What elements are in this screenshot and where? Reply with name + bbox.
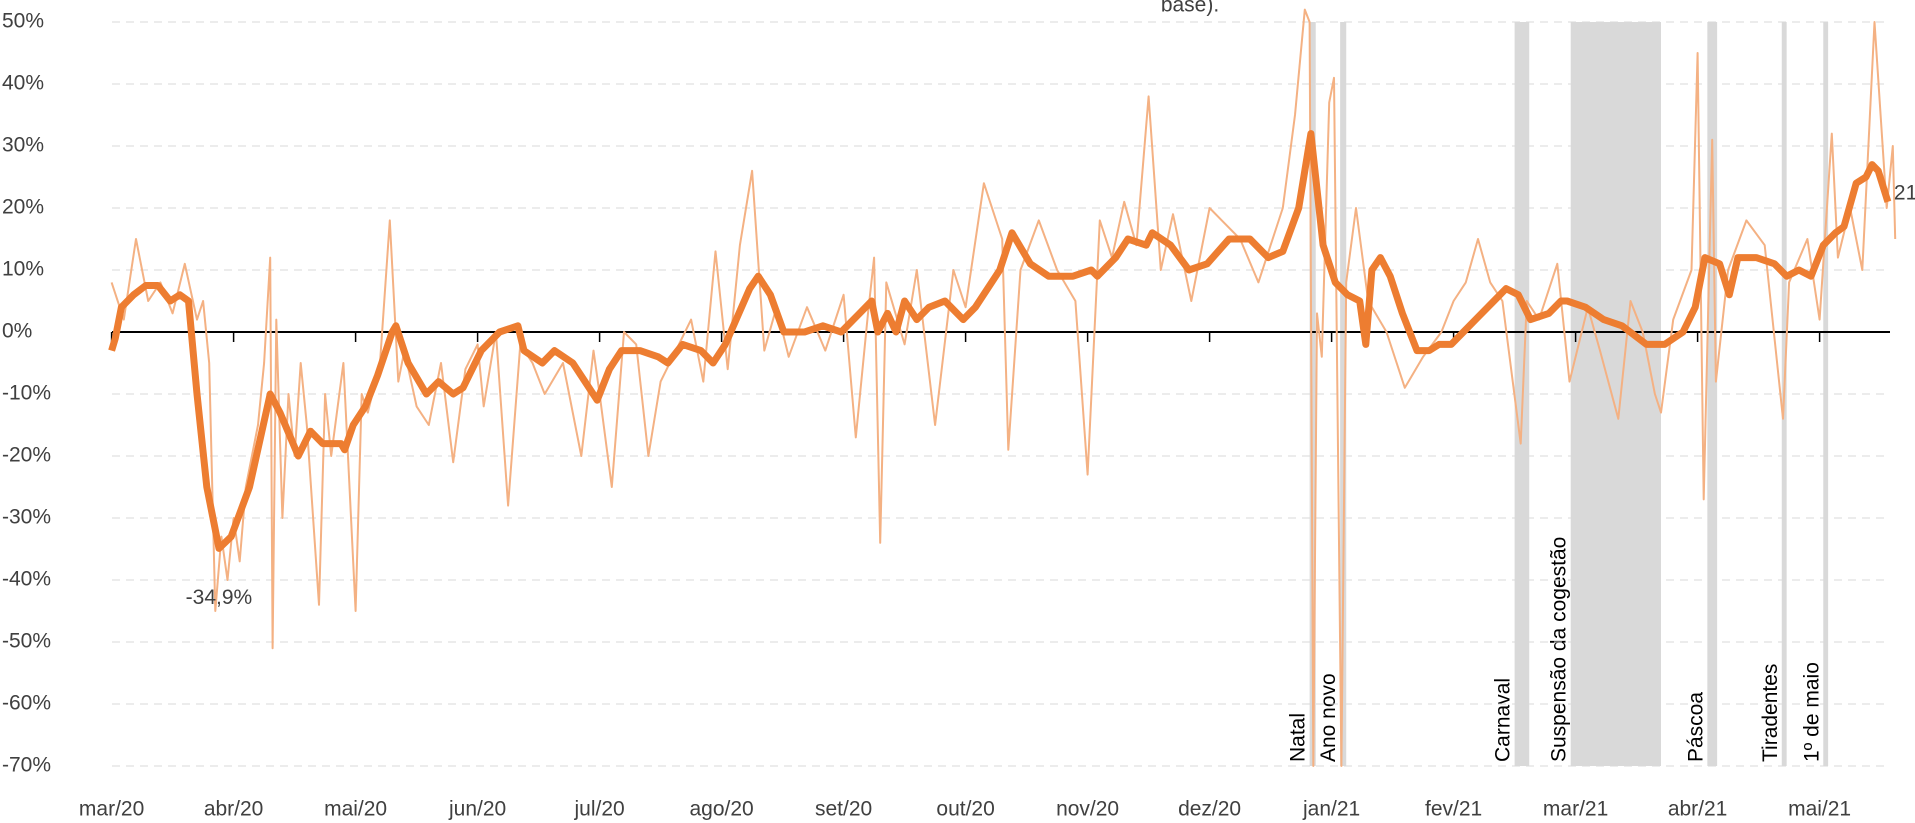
x-tick-label: dez/20 — [1178, 798, 1241, 821]
y-tick-label: 10% — [2, 258, 44, 281]
band-label: Páscoa — [1684, 692, 1707, 762]
y-tick-label: 30% — [2, 134, 44, 157]
series-line — [108, 130, 1892, 552]
annotation: 21,0% — [1894, 181, 1915, 204]
x-tick-label: mai/21 — [1788, 798, 1851, 821]
y-tick-label: -60% — [2, 692, 51, 715]
band-label: Suspensão da cogestão — [1548, 537, 1571, 762]
y-tick-label: -50% — [2, 630, 51, 653]
x-tick-label: out/20 — [936, 798, 994, 821]
y-tick-label: -10% — [2, 382, 51, 405]
band-label: Ano novo — [1317, 673, 1340, 762]
chart-title: base). — [1161, 0, 1219, 17]
x-tick-label: mar/20 — [79, 798, 144, 821]
series-line — [110, 8, 1897, 767]
x-tick-label: jun/20 — [448, 798, 506, 821]
band-label: Natal — [1287, 713, 1310, 762]
y-tick-label: 50% — [2, 10, 44, 33]
band-label: Tiradentes — [1759, 664, 1782, 762]
x-tick-label: nov/20 — [1056, 798, 1119, 821]
band-label: 1º de maio — [1800, 662, 1823, 762]
holiday-band — [1309, 22, 1316, 766]
x-tick-label: abr/21 — [1668, 798, 1728, 821]
y-tick-label: -30% — [2, 506, 51, 529]
x-tick-label: set/20 — [815, 798, 872, 821]
band-label: Carnaval — [1492, 678, 1515, 762]
x-tick-label: fev/21 — [1425, 798, 1482, 821]
y-tick-label: 20% — [2, 196, 44, 219]
x-tick-label: jul/20 — [573, 798, 624, 821]
x-tick-label: mai/20 — [324, 798, 387, 821]
y-tick-label: -20% — [2, 444, 51, 467]
y-tick-label: 0% — [2, 320, 32, 343]
x-tick-label: jan/21 — [1302, 798, 1360, 821]
holiday-band — [1340, 22, 1347, 766]
x-tick-label: mar/21 — [1543, 798, 1608, 821]
y-tick-label: -40% — [2, 568, 51, 591]
x-tick-label: abr/20 — [204, 798, 264, 821]
annotation: -34,9% — [186, 586, 253, 609]
y-tick-label: 40% — [2, 72, 44, 95]
x-tick-label: ago/20 — [689, 798, 753, 821]
y-tick-label: -70% — [2, 754, 51, 777]
